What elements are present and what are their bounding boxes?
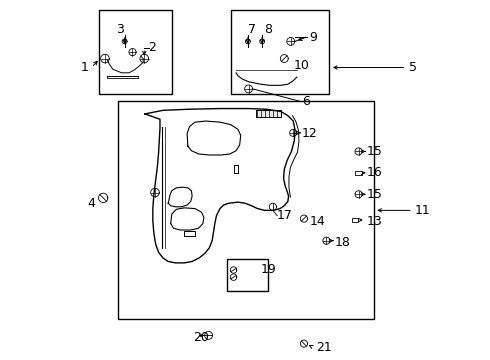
Text: 20: 20 bbox=[193, 332, 209, 345]
Text: 3: 3 bbox=[116, 23, 124, 36]
Bar bbox=[118, 102, 373, 319]
Text: 15: 15 bbox=[367, 145, 382, 158]
Text: 9: 9 bbox=[309, 31, 317, 44]
Text: 21: 21 bbox=[317, 341, 332, 354]
Bar bbox=[355, 171, 362, 175]
Text: 6: 6 bbox=[302, 95, 310, 108]
Text: 13: 13 bbox=[367, 215, 382, 228]
Text: 5: 5 bbox=[409, 61, 417, 74]
Text: 1: 1 bbox=[81, 61, 89, 74]
Text: 11: 11 bbox=[415, 204, 430, 217]
Text: 17: 17 bbox=[277, 209, 293, 222]
Text: 18: 18 bbox=[334, 236, 350, 249]
Bar bbox=[98, 10, 172, 94]
Bar bbox=[256, 110, 281, 117]
Text: 10: 10 bbox=[293, 59, 309, 72]
Text: 14: 14 bbox=[309, 215, 325, 228]
Text: 19: 19 bbox=[261, 263, 277, 276]
Text: 7: 7 bbox=[248, 23, 256, 36]
Bar bbox=[231, 10, 329, 94]
Bar bbox=[227, 258, 268, 291]
Text: 4: 4 bbox=[87, 197, 95, 210]
Bar bbox=[352, 218, 358, 222]
Text: 16: 16 bbox=[367, 166, 382, 179]
Text: 15: 15 bbox=[367, 188, 382, 201]
Text: 2: 2 bbox=[148, 41, 156, 54]
Text: 8: 8 bbox=[264, 23, 272, 36]
Text: 12: 12 bbox=[302, 127, 318, 140]
